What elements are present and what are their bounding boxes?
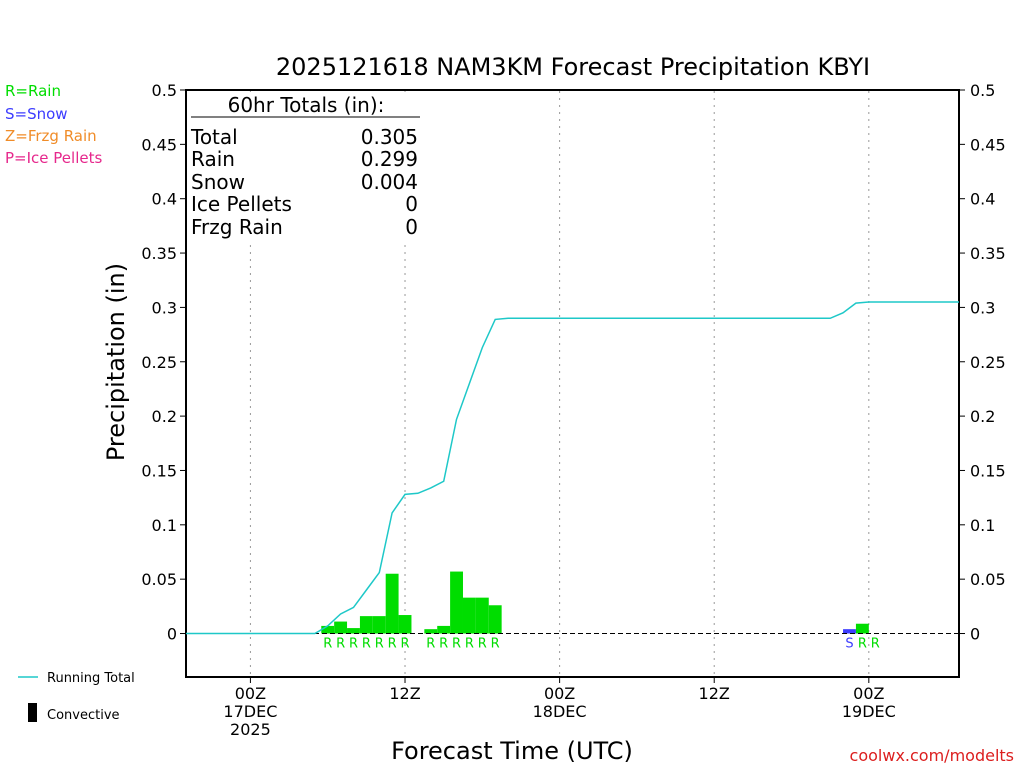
precip-bar-4: [372, 616, 386, 634]
legend-ice-pellets: P=Ice Pellets: [5, 149, 102, 167]
legend-frzg-rain: Z=Frzg Rain: [5, 127, 97, 145]
y-tick-label-right-6: 0.3: [970, 298, 995, 317]
totals-label-ice-pellets: Ice Pellets: [191, 192, 292, 216]
precip-bar-3: [359, 616, 373, 634]
precip-bar-1: [334, 621, 348, 634]
y-tick-label-right-2: 0.1: [970, 516, 995, 535]
totals-label-frzg-rain: Frzg Rain: [191, 215, 283, 239]
running-total-line: [186, 301, 959, 635]
type-code-7: R: [426, 637, 435, 652]
y-tick-label-left-6: 0.3: [152, 298, 177, 317]
type-code-1: R: [336, 637, 345, 652]
x-tick-label-2-1: 00Z: [544, 684, 575, 703]
totals-box: 60hr Totals (in): Total 0.305 Rain 0.299…: [189, 92, 421, 240]
type-code-6: R: [400, 637, 409, 652]
x-tick-label-1-1: 12Z: [389, 684, 420, 703]
type-code-10: R: [465, 637, 474, 652]
series-legend: Running Total Convective: [18, 671, 135, 723]
credit-text: coolwx.com/modelts: [850, 746, 1014, 765]
convective-legend-swatch: [28, 703, 37, 722]
y-tick-label-left-5: 0.25: [141, 353, 177, 372]
type-code-13: S: [845, 637, 853, 652]
y-tick-label-right-9: 0.45: [970, 135, 1006, 154]
totals-value-rain: 0.299: [361, 147, 418, 171]
type-code-11: R: [478, 637, 487, 652]
type-code-9: R: [452, 637, 461, 652]
chart-title: 2025121618 NAM3KM Forecast Precipitation…: [276, 53, 870, 81]
type-code-4: R: [375, 637, 384, 652]
y-axis-title: Precipitation (in): [102, 263, 130, 461]
y-tick-label-left-2: 0.1: [152, 516, 177, 535]
running-total-legend-label: Running Total: [47, 671, 135, 686]
x-tick-label-0-3: 2025: [230, 720, 271, 739]
totals-label-rain: Rain: [191, 147, 235, 171]
y-axis-right: 0 0.05 0.1 0.15 0.2 0.25 0.3 0.35 0.4 0.45 0.5: [959, 81, 1006, 644]
y-axis-left: 0 0.05 0.1 0.15 0.2 0.25 0.3 0.35 0.4 0.45 0.5: [141, 81, 186, 644]
type-code-3: R: [362, 637, 371, 652]
totals-value-frzg-rain: 0: [405, 215, 418, 239]
x-tick-label-2-2: 18DEC: [533, 702, 587, 721]
y-tick-label-left-3: 0.15: [141, 461, 177, 480]
y-tick-label-left-7: 0.35: [141, 244, 177, 263]
type-code-12: R: [491, 637, 500, 652]
totals-heading: 60hr Totals (in):: [228, 93, 385, 117]
type-code-2: R: [349, 637, 358, 652]
plot-frame: [185, 89, 960, 678]
type-code-0: R: [323, 637, 332, 652]
totals-label-snow: Snow: [191, 170, 245, 194]
type-code-14: R: [858, 637, 867, 652]
y-tick-label-left-0: 0: [167, 625, 177, 644]
y-tick-label-right-7: 0.35: [970, 244, 1006, 263]
legend-rain: R=Rain: [5, 82, 61, 100]
precip-bar-7: [424, 629, 438, 634]
precip-bar-2: [347, 628, 360, 634]
x-tick-label-4-2: 19DEC: [842, 702, 896, 721]
y-tick-label-left-4: 0.2: [152, 407, 177, 426]
y-tick-label-right-1: 0.05: [970, 570, 1006, 589]
precip-bar-0: [321, 625, 335, 634]
type-legend: R=Rain S=Snow Z=Frzg Rain P=Ice Pellets: [5, 82, 102, 167]
totals-value-ice-pellets: 0: [405, 192, 418, 216]
x-tick-label-0-1: 00Z: [235, 684, 266, 703]
y-tick-label-left-8: 0.4: [152, 190, 177, 209]
y-tick-label-left-9: 0.45: [141, 135, 177, 154]
type-code-15: R: [871, 637, 880, 652]
type-code-8: R: [439, 637, 448, 652]
precip-bar-6: [398, 615, 412, 634]
precip-bar-10: [462, 597, 476, 634]
x-tick-label-4-1: 00Z: [853, 684, 884, 703]
y-tick-label-right-5: 0.25: [970, 353, 1006, 372]
y-tick-label-right-10: 0.5: [970, 81, 995, 100]
totals-value-total: 0.305: [361, 125, 418, 149]
x-tick-label-3-1: 12Z: [699, 684, 730, 703]
precip-bar-14: [855, 623, 869, 634]
y-tick-label-left-10: 0.5: [152, 81, 177, 100]
y-tick-label-right-0: 0: [970, 625, 980, 644]
type-code-5: R: [388, 637, 397, 652]
y-tick-label-right-4: 0.2: [970, 407, 995, 426]
y-tick-label-left-1: 0.05: [141, 570, 177, 589]
precip-bar-11: [475, 597, 489, 634]
legend-snow: S=Snow: [5, 105, 68, 123]
x-tick-label-0-2: 17DEC: [223, 702, 277, 721]
totals-label-total: Total: [190, 125, 238, 149]
precip-bar-8: [437, 625, 451, 634]
precip-bar-5: [385, 573, 399, 634]
totals-value-snow: 0.004: [361, 170, 418, 194]
y-tick-label-right-8: 0.4: [970, 190, 995, 209]
precip-bar-12: [488, 605, 502, 634]
convective-legend-label: Convective: [47, 708, 120, 723]
y-tick-label-right-3: 0.15: [970, 461, 1006, 480]
precip-bars: [321, 571, 869, 634]
precip-bar-13: [843, 629, 856, 634]
x-axis-title: Forecast Time (UTC): [391, 737, 633, 765]
precip-bar-9: [450, 571, 463, 634]
